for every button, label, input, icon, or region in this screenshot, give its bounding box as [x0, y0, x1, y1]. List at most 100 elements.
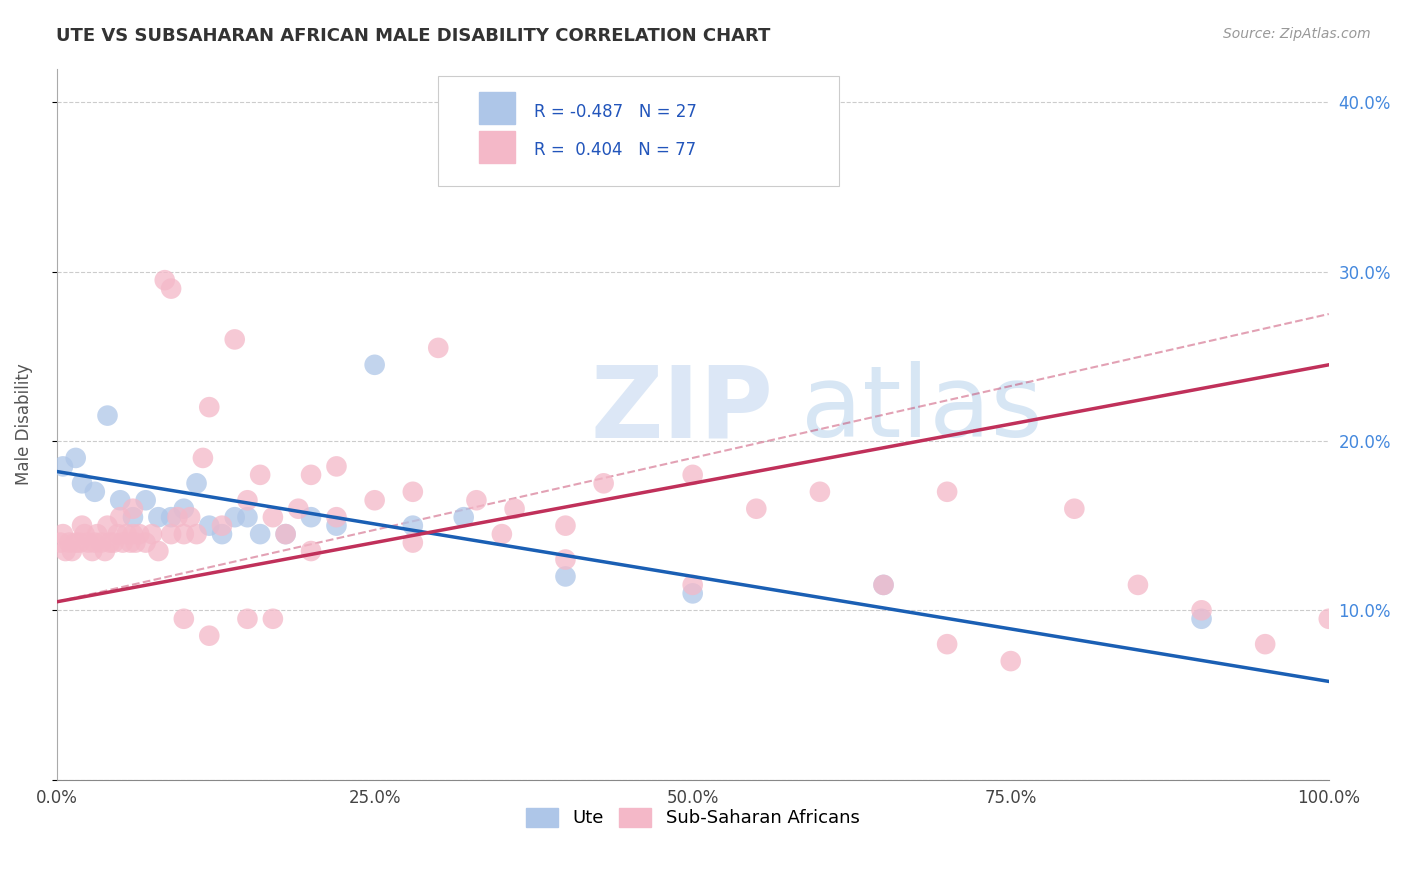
Point — [52, 527, 75, 541]
Point — [179, 510, 201, 524]
Point — [58, 535, 80, 549]
Point — [107, 527, 129, 541]
Point — [70, 476, 93, 491]
Text: UTE VS SUBSAHARAN AFRICAN MALE DISABILITY CORRELATION CHART: UTE VS SUBSAHARAN AFRICAN MALE DISABILIT… — [56, 27, 770, 45]
Point — [1126, 578, 1149, 592]
Point — [402, 535, 425, 549]
Point — [249, 467, 271, 482]
Text: atlas: atlas — [801, 361, 1042, 458]
Point — [135, 535, 157, 549]
Point — [808, 484, 831, 499]
Point — [94, 544, 117, 558]
Point — [236, 510, 259, 524]
Point — [82, 544, 104, 558]
Point — [198, 629, 221, 643]
Point — [122, 501, 145, 516]
Point — [287, 501, 309, 516]
Point — [83, 484, 105, 499]
Point — [262, 510, 284, 524]
Point — [153, 273, 176, 287]
Point — [224, 333, 246, 347]
Text: Source: ZipAtlas.com: Source: ZipAtlas.com — [1223, 27, 1371, 41]
Point — [70, 518, 93, 533]
Point — [135, 493, 157, 508]
Point — [1317, 612, 1340, 626]
Point — [274, 527, 297, 541]
Point — [1000, 654, 1022, 668]
Point — [745, 501, 768, 516]
Point — [173, 612, 195, 626]
Point — [592, 476, 614, 491]
Legend: Ute, Sub-Saharan Africans: Ute, Sub-Saharan Africans — [519, 801, 866, 835]
Point — [249, 527, 271, 541]
Point — [936, 484, 959, 499]
Point — [111, 535, 134, 549]
FancyBboxPatch shape — [439, 76, 839, 186]
Point — [173, 501, 195, 516]
Point — [491, 527, 513, 541]
Point — [73, 527, 96, 541]
Point — [86, 527, 108, 541]
Point — [236, 493, 259, 508]
Point — [110, 510, 132, 524]
Point — [98, 535, 121, 549]
Point — [148, 544, 170, 558]
Y-axis label: Male Disability: Male Disability — [15, 363, 32, 485]
Point — [96, 409, 118, 423]
Point — [124, 535, 146, 549]
Point — [198, 518, 221, 533]
Point — [363, 493, 385, 508]
Point — [103, 535, 125, 549]
Point — [872, 578, 894, 592]
Point — [682, 578, 704, 592]
Point — [49, 535, 72, 549]
Point — [141, 527, 163, 541]
Point — [115, 527, 138, 541]
Point — [1254, 637, 1277, 651]
Point — [325, 518, 347, 533]
Point — [402, 518, 425, 533]
Point — [173, 527, 195, 541]
Point — [299, 510, 322, 524]
Text: R = -0.487   N = 27: R = -0.487 N = 27 — [534, 103, 696, 121]
Point — [55, 544, 77, 558]
Point — [52, 459, 75, 474]
Point — [211, 518, 233, 533]
Point — [682, 586, 704, 600]
Point — [69, 535, 91, 549]
Point — [274, 527, 297, 541]
Point — [96, 518, 118, 533]
Point — [299, 467, 322, 482]
Point — [186, 476, 208, 491]
Point — [191, 450, 214, 465]
Point — [160, 282, 183, 296]
Point — [554, 518, 576, 533]
Point — [224, 510, 246, 524]
Point — [872, 578, 894, 592]
Point — [122, 510, 145, 524]
Point — [402, 484, 425, 499]
Point — [1191, 603, 1213, 617]
Point — [166, 510, 188, 524]
Bar — [479, 92, 515, 124]
Point — [60, 544, 83, 558]
Point — [299, 544, 322, 558]
Point — [65, 535, 87, 549]
Text: R =  0.404   N = 77: R = 0.404 N = 77 — [534, 141, 696, 159]
Point — [120, 535, 142, 549]
Point — [503, 501, 526, 516]
Point — [363, 358, 385, 372]
Point — [262, 612, 284, 626]
Point — [465, 493, 488, 508]
Point — [1063, 501, 1085, 516]
Point — [325, 510, 347, 524]
Point — [936, 637, 959, 651]
Point — [160, 527, 183, 541]
Point — [427, 341, 450, 355]
Point — [325, 459, 347, 474]
Point — [110, 493, 132, 508]
Point — [128, 527, 150, 541]
Point — [186, 527, 208, 541]
Point — [122, 527, 145, 541]
Point — [198, 400, 221, 414]
